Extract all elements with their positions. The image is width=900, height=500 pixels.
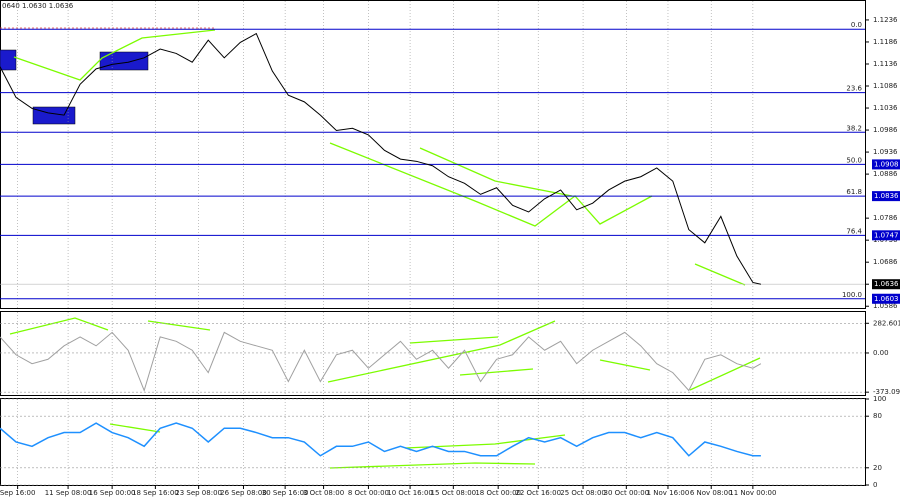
rsi-frame — [0, 398, 866, 486]
panel-frames — [0, 0, 866, 486]
x-tick-label: 26 Sep 08:00 — [220, 489, 267, 497]
divergence — [109, 423, 161, 433]
x-tick-label: Sep 16:00 — [0, 489, 35, 497]
y-tick-label: 0.00 — [873, 349, 889, 357]
divergence — [147, 320, 211, 331]
y-tick-label: 80 — [873, 412, 882, 420]
y-tick-label: 1.0986 — [873, 126, 898, 134]
x-tick-label: 23 Sep 08:00 — [175, 489, 222, 497]
price-box-label: 1.0747 — [874, 231, 899, 239]
divergence — [689, 357, 761, 391]
x-tick-label: 22 Oct 16:00 — [515, 489, 561, 497]
price-box — [872, 230, 900, 241]
x-tick-label: 30 Sep 16:00 — [262, 489, 309, 497]
x-tick-label: 3 Oct 08:00 — [303, 489, 344, 497]
fib-label: 50.0 — [846, 156, 862, 164]
price-box — [872, 159, 900, 170]
y-tick-label: 1.1136 — [873, 60, 898, 68]
y-tick-label: 1.0886 — [873, 170, 898, 178]
price-box — [872, 191, 900, 202]
x-tick-label: 18 Oct 00:00 — [475, 489, 521, 497]
price-box-label: 1.0836 — [874, 192, 899, 200]
fib-label: 38.2 — [846, 124, 862, 132]
x-tick-label: 11 Nov 00:00 — [729, 489, 776, 497]
x-tick-label: 16 Sep 00:00 — [89, 489, 136, 497]
y-tick-label: 1.1086 — [873, 82, 898, 90]
y-tick-label: 1.0686 — [873, 258, 898, 266]
fib-label: 61.8 — [846, 188, 862, 196]
y-tick-label: 0 — [873, 481, 877, 489]
zone — [0, 49, 17, 71]
divergence — [9, 317, 109, 335]
y-tick-label: 1.0586 — [873, 302, 898, 310]
series-line — [0, 331, 762, 393]
divergence — [329, 462, 536, 469]
fib-label: 100.0 — [842, 291, 862, 299]
zone — [32, 106, 76, 125]
x-tick-label: 8 Oct 00:00 — [348, 489, 389, 497]
y-tick-label: 100 — [873, 395, 886, 403]
divergence — [409, 336, 499, 344]
price-box-label: 1.0603 — [874, 295, 899, 303]
price-frame — [0, 0, 866, 309]
zone — [99, 51, 149, 71]
series-line — [0, 422, 761, 457]
divergence — [694, 263, 746, 286]
x-tick-label: 1 Nov 16:00 — [647, 489, 690, 497]
divergence-lines — [9, 29, 761, 469]
fib-label: 23.6 — [846, 85, 862, 93]
price-box-label: 1.0908 — [874, 160, 899, 168]
y-tick-label: 20 — [873, 464, 882, 472]
x-tick-label: 25 Oct 08:00 — [560, 489, 606, 497]
y-tick-label: 282.6012 — [873, 319, 900, 327]
divergence — [459, 368, 534, 376]
x-tick-label: 30 Oct 00:00 — [604, 489, 650, 497]
x-tick-label: 15 Oct 08:00 — [431, 489, 477, 497]
y-tick-label: -373.0976 — [873, 388, 900, 396]
y-tick-label: 1.1186 — [873, 38, 898, 46]
cci-frame — [0, 311, 866, 396]
y-tick-label: 1.0786 — [873, 214, 898, 222]
fib-label: 0.0 — [851, 21, 862, 29]
divergence — [13, 29, 216, 81]
x-tick-label: 11 Sep 08:00 — [45, 489, 92, 497]
x-tick-label: 10 Oct 16:00 — [387, 489, 433, 497]
divergence — [599, 359, 651, 371]
y-tick-label: 1.1036 — [873, 104, 898, 112]
series-line — [0, 32, 761, 285]
current-price-box — [872, 279, 900, 290]
chart-header: 0640 1.0630 1.0636 — [2, 2, 74, 10]
x-tick-label: 18 Sep 16:00 — [132, 489, 179, 497]
divergence — [327, 320, 556, 383]
divergence — [329, 142, 653, 227]
x-tick-label: 6 Nov 08:00 — [690, 489, 733, 497]
zones — [0, 49, 149, 125]
y-tick-label: 1.0936 — [873, 148, 898, 156]
price-box — [872, 293, 900, 304]
divergence — [419, 147, 573, 197]
y-tick-label: 1.1236 — [873, 16, 898, 24]
current-price-label: 1.0636 — [874, 280, 899, 288]
fib-label: 76.4 — [846, 227, 862, 235]
